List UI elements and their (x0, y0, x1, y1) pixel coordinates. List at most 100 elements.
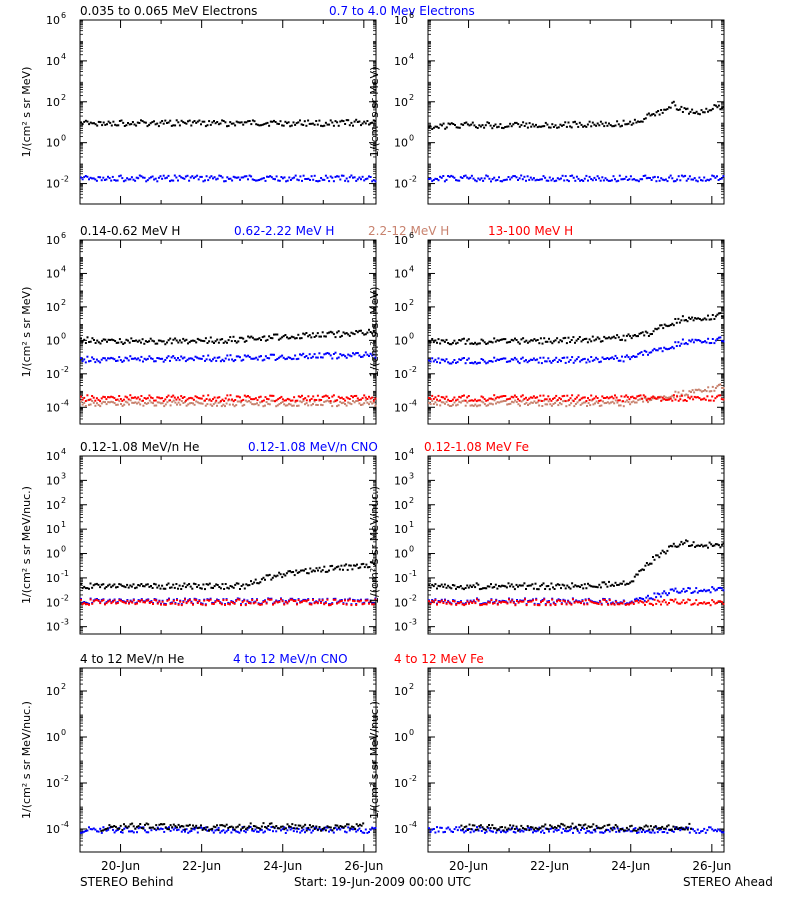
data-point (131, 121, 134, 123)
data-point (637, 599, 640, 602)
data-point (312, 598, 314, 601)
data-point (208, 829, 210, 832)
data-point (215, 399, 218, 402)
data-point (170, 395, 173, 398)
data-point (637, 120, 639, 123)
data-point (703, 176, 706, 179)
data-point (700, 589, 702, 592)
data-point (132, 357, 135, 360)
data-point (299, 400, 302, 403)
data-point (188, 341, 191, 344)
data-point (272, 399, 274, 402)
data-point (286, 179, 289, 182)
data-point (115, 360, 117, 362)
data-point (595, 400, 598, 403)
data-point (626, 603, 629, 606)
data-point (161, 402, 164, 405)
data-point (526, 126, 529, 129)
data-point (222, 341, 225, 344)
data-point (621, 582, 623, 585)
data-point (347, 119, 350, 122)
data-point (692, 541, 695, 544)
data-point (204, 179, 206, 182)
data-point (490, 397, 492, 400)
data-point (722, 398, 725, 401)
data-point (669, 397, 672, 400)
data-point (668, 396, 670, 399)
data-point (637, 180, 640, 183)
data-point (629, 396, 632, 399)
data-point (611, 400, 614, 403)
data-point (373, 563, 375, 565)
data-point (716, 337, 719, 340)
data-point (240, 828, 243, 831)
data-point (280, 402, 282, 404)
data-point (641, 397, 644, 400)
data-point (709, 399, 712, 402)
data-point (204, 337, 207, 340)
data-point (303, 333, 306, 336)
data-point (463, 175, 465, 178)
data-point (528, 584, 531, 587)
data-point (464, 362, 467, 365)
data-point (344, 179, 347, 182)
data-point (136, 831, 138, 834)
data-point (583, 177, 586, 180)
data-point (100, 599, 103, 602)
data-point (256, 402, 258, 405)
data-point (531, 178, 534, 181)
data-point (211, 602, 214, 605)
data-point (254, 179, 257, 182)
data-point (548, 360, 551, 363)
data-point (453, 584, 456, 587)
data-point (434, 396, 437, 399)
data-point (464, 587, 467, 589)
data-point (284, 832, 287, 834)
data-point (287, 356, 290, 359)
data-point (549, 604, 552, 607)
data-series (80, 351, 377, 364)
data-point (485, 174, 488, 177)
data-point (121, 404, 124, 407)
data-point (361, 122, 364, 125)
data-point (589, 404, 592, 407)
data-point (445, 338, 448, 341)
data-point (248, 400, 250, 402)
data-point (83, 358, 86, 361)
data-point (227, 124, 230, 127)
data-point (113, 358, 116, 361)
data-point (318, 335, 321, 338)
data-point (86, 336, 89, 339)
data-point (323, 178, 326, 181)
data-point (659, 324, 662, 327)
data-point (634, 401, 636, 404)
data-point (502, 127, 505, 130)
data-point (316, 602, 319, 605)
data-point (604, 337, 607, 340)
data-series (428, 598, 725, 607)
data-point (191, 357, 194, 360)
data-point (571, 394, 574, 397)
data-point (675, 108, 678, 111)
data-point (151, 339, 154, 342)
data-point (188, 583, 191, 585)
data-point (136, 121, 139, 124)
data-point (198, 119, 201, 122)
data-point (146, 125, 149, 128)
data-point (672, 600, 675, 603)
data-point (620, 178, 623, 181)
data-point (469, 399, 472, 402)
data-point (184, 598, 186, 601)
data-point (138, 584, 141, 587)
data-point (350, 355, 353, 358)
data-point (268, 573, 271, 576)
data-point (256, 338, 259, 341)
data-point (550, 582, 553, 585)
data-point (599, 360, 602, 363)
data-point (537, 179, 540, 181)
data-point (194, 583, 197, 586)
data-point (595, 178, 597, 181)
data-point (169, 824, 172, 827)
data-point (297, 824, 300, 827)
data-point (437, 338, 440, 341)
